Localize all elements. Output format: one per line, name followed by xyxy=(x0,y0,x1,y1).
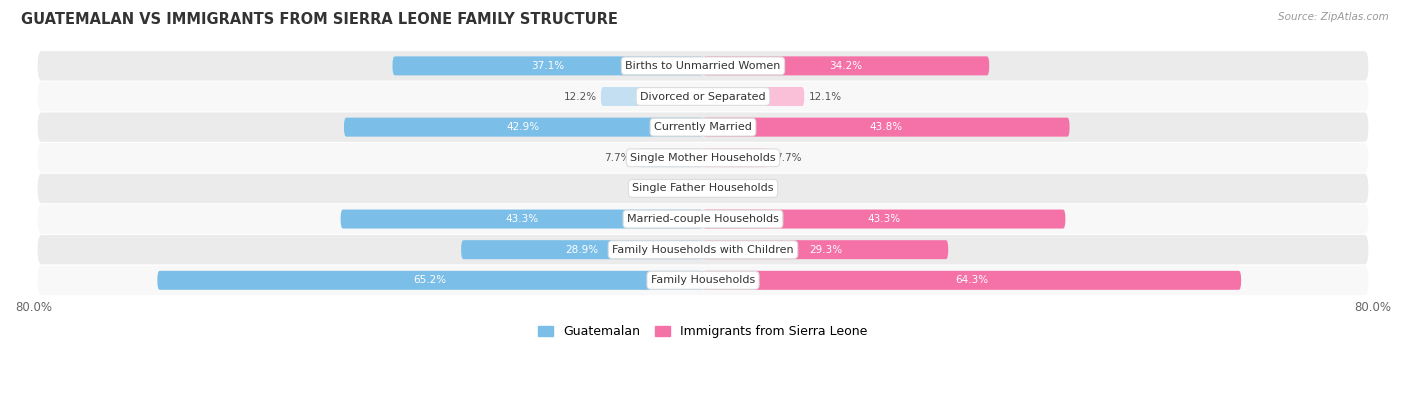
Text: 28.9%: 28.9% xyxy=(565,245,599,255)
FancyBboxPatch shape xyxy=(38,174,1368,203)
FancyBboxPatch shape xyxy=(38,235,1368,264)
FancyBboxPatch shape xyxy=(703,87,804,106)
FancyBboxPatch shape xyxy=(703,271,1241,290)
FancyBboxPatch shape xyxy=(461,240,703,259)
Text: 43.3%: 43.3% xyxy=(505,214,538,224)
FancyBboxPatch shape xyxy=(344,118,703,137)
Text: Family Households with Children: Family Households with Children xyxy=(612,245,794,255)
Text: 65.2%: 65.2% xyxy=(413,275,447,285)
FancyBboxPatch shape xyxy=(703,210,1066,229)
Text: 34.2%: 34.2% xyxy=(830,61,863,71)
FancyBboxPatch shape xyxy=(38,82,1368,111)
Text: 2.5%: 2.5% xyxy=(731,183,758,194)
FancyBboxPatch shape xyxy=(703,240,948,259)
Text: 12.2%: 12.2% xyxy=(564,92,596,102)
Text: 42.9%: 42.9% xyxy=(508,122,540,132)
FancyBboxPatch shape xyxy=(703,56,990,75)
FancyBboxPatch shape xyxy=(392,56,703,75)
Text: Source: ZipAtlas.com: Source: ZipAtlas.com xyxy=(1278,12,1389,22)
Text: Single Mother Households: Single Mother Households xyxy=(630,153,776,163)
Text: 7.7%: 7.7% xyxy=(775,153,801,163)
FancyBboxPatch shape xyxy=(38,143,1368,173)
Text: Currently Married: Currently Married xyxy=(654,122,752,132)
FancyBboxPatch shape xyxy=(703,118,1070,137)
FancyBboxPatch shape xyxy=(600,87,703,106)
FancyBboxPatch shape xyxy=(703,179,724,198)
Legend: Guatemalan, Immigrants from Sierra Leone: Guatemalan, Immigrants from Sierra Leone xyxy=(533,320,873,343)
FancyBboxPatch shape xyxy=(38,51,1368,81)
Text: 37.1%: 37.1% xyxy=(531,61,564,71)
Text: Married-couple Households: Married-couple Households xyxy=(627,214,779,224)
Text: 29.3%: 29.3% xyxy=(808,245,842,255)
Text: 7.7%: 7.7% xyxy=(605,153,631,163)
Text: GUATEMALAN VS IMMIGRANTS FROM SIERRA LEONE FAMILY STRUCTURE: GUATEMALAN VS IMMIGRANTS FROM SIERRA LEO… xyxy=(21,12,619,27)
FancyBboxPatch shape xyxy=(340,210,703,229)
FancyBboxPatch shape xyxy=(38,204,1368,234)
FancyBboxPatch shape xyxy=(157,271,703,290)
Text: Births to Unmarried Women: Births to Unmarried Women xyxy=(626,61,780,71)
Text: 43.3%: 43.3% xyxy=(868,214,901,224)
Text: 12.1%: 12.1% xyxy=(808,92,842,102)
Text: 64.3%: 64.3% xyxy=(956,275,988,285)
FancyBboxPatch shape xyxy=(38,265,1368,295)
FancyBboxPatch shape xyxy=(638,148,703,167)
FancyBboxPatch shape xyxy=(38,113,1368,142)
Text: 3.0%: 3.0% xyxy=(644,183,671,194)
FancyBboxPatch shape xyxy=(703,148,768,167)
Text: Family Households: Family Households xyxy=(651,275,755,285)
FancyBboxPatch shape xyxy=(678,179,703,198)
Text: Divorced or Separated: Divorced or Separated xyxy=(640,92,766,102)
Text: 43.8%: 43.8% xyxy=(870,122,903,132)
Text: Single Father Households: Single Father Households xyxy=(633,183,773,194)
